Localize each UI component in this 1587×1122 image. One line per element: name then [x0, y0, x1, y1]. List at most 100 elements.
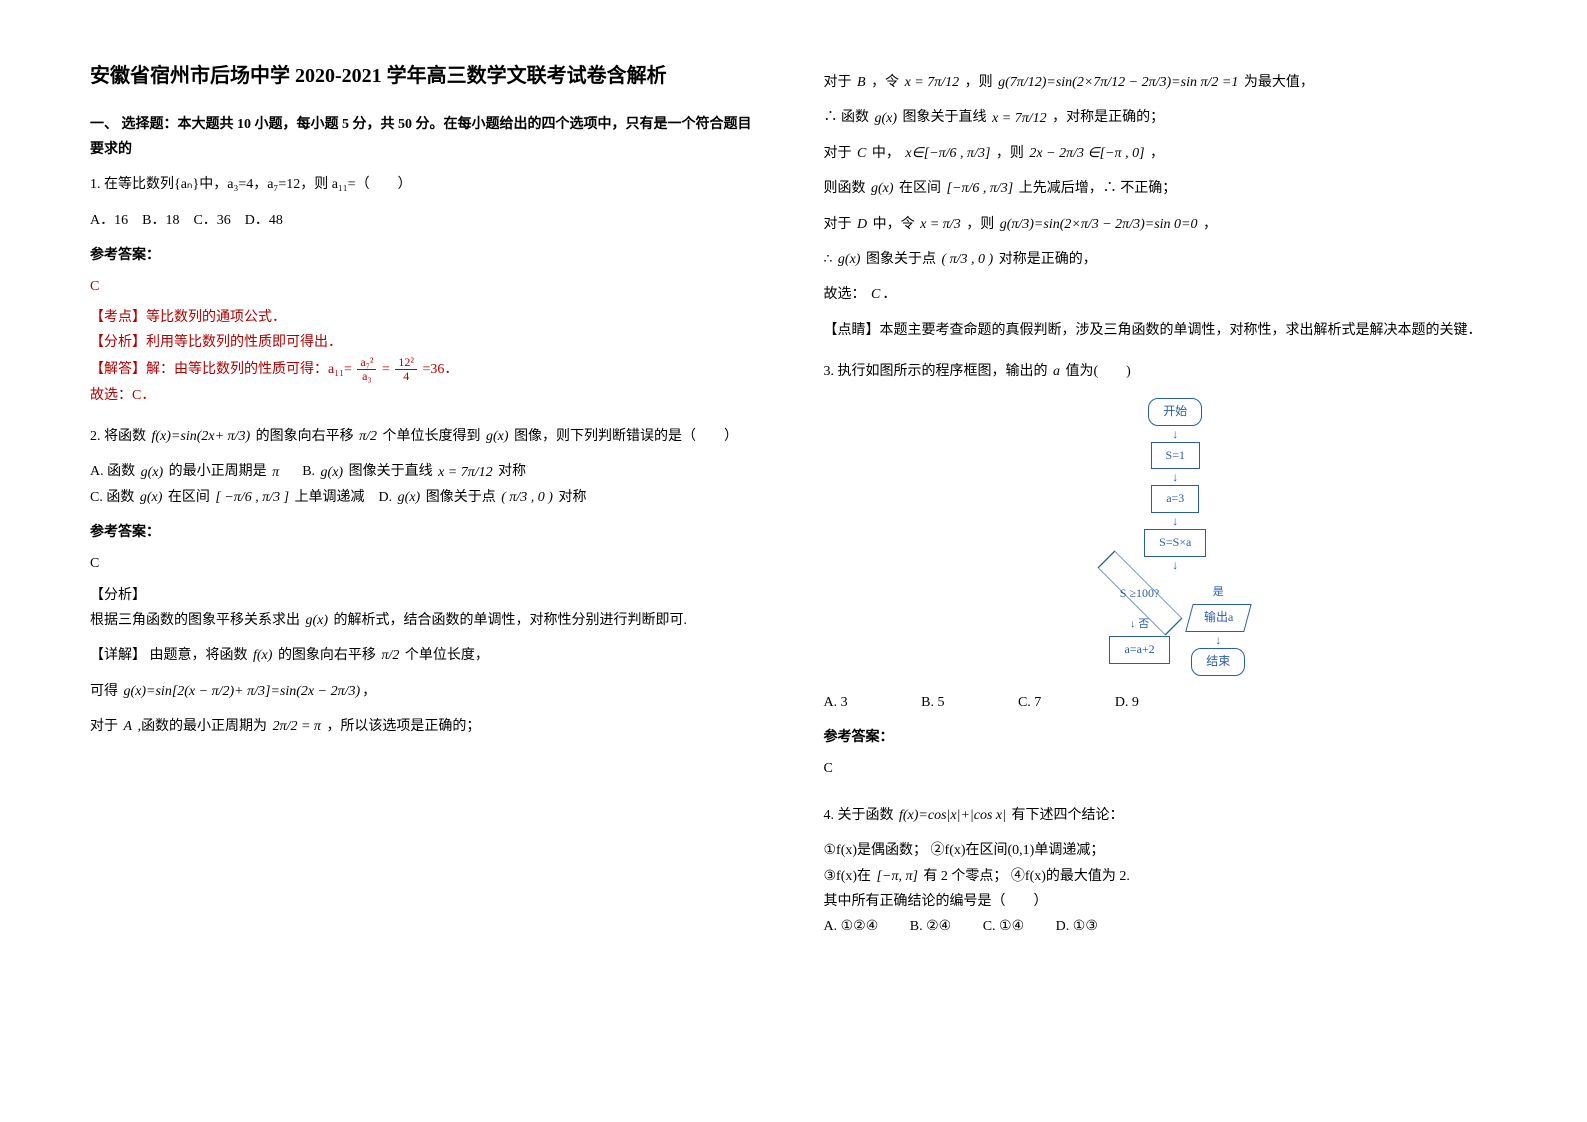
q1-fenxi: 【分析】利用等比数列的性质即可得出．: [90, 330, 764, 355]
cond-text: S ≥100?: [1103, 573, 1177, 613]
for-text: 中，令: [873, 217, 915, 232]
letter-d: D: [855, 212, 869, 237]
x-val: x = 7π/12: [903, 70, 962, 95]
arrow-down-icon: ↓: [1215, 634, 1221, 646]
q2-for-c-so: 则函数 g(x) 在区间 [−π/6 , π/3] 上先减后增，∴ 不正确；: [824, 176, 1498, 201]
q3-options: A. 3 B. 5 C. 7 D. 9: [824, 690, 1498, 715]
q4-text: 有下述四个结论：: [1011, 808, 1123, 823]
so-text: 图象关于点: [866, 252, 936, 267]
q1-answer-label: 参考答案：: [90, 243, 764, 268]
q2-for-d-so: ∴ g(x) 图象关于点 ( π/3 , 0 ) 对称是正确的，: [824, 247, 1498, 272]
opt-d: D. 9: [1115, 690, 1139, 715]
q2-text: 个单位长度得到: [383, 429, 481, 444]
for-text: 对于: [90, 719, 118, 734]
opt-a: A. ①②④: [824, 914, 879, 939]
q4-text: ③f(x)在: [824, 869, 872, 884]
q4-fx: f(x)=cos|x|+|cos x|: [897, 803, 1008, 828]
q2-gx: g(x): [484, 424, 511, 449]
so-text: ∴ 函数: [824, 110, 870, 125]
q2-for-b: 对于 B ，令 x = 7π/12 ，则 g(7π/12)=sin(2×7π/1…: [824, 70, 1498, 95]
fenxi-label: 【分析】: [90, 335, 146, 350]
for-text: 为最大值，: [1244, 75, 1314, 90]
x-val: x = 7π/12: [436, 460, 495, 485]
q4-text: 有 2 个零点； ④f(x)的最大值为 2.: [923, 869, 1130, 884]
frac-den: 4: [395, 370, 417, 383]
tx-in: 2x − 2π/3 ∈[−π , 0]: [1027, 141, 1146, 166]
fenxi-text: 利用等比数列的性质即可得出．: [146, 335, 342, 350]
letter-c: C: [869, 282, 882, 307]
fx-text: 的解析式，结合函数的单调性，对称性分别进行判断即可.: [334, 613, 688, 628]
q4-ask: 其中所有正确结论的编号是（ ）: [824, 889, 1498, 914]
point: ( π/3 , 0 ): [499, 485, 555, 510]
frac-den: a₃: [357, 370, 376, 383]
q3-answer: C: [824, 756, 1498, 781]
period: π: [270, 460, 281, 485]
flow-output: 输出a: [1185, 604, 1252, 632]
q2-option-a: A. 函数 g(x) 的最小正周期是 π B. g(x) 图像关于直线 x = …: [90, 459, 764, 484]
q1-stem: 1. 在等比数列{aₙ}中，a₃=4，a₇=12，则 a₁₁=（ ）: [90, 172, 764, 197]
q4-options: A. ①②④ B. ②④ C. ①④ D. ①③: [824, 914, 1498, 939]
gx: g(x): [869, 176, 896, 201]
letter-a: A: [122, 714, 135, 739]
q2-text: 的图象向右平移: [256, 429, 354, 444]
q1-answer: C: [90, 274, 764, 299]
g-eq: g(7π/12)=sin(2×7π/12 − 2π/3)=sin π/2 =1: [996, 70, 1240, 95]
x-val: x = π/3: [918, 212, 963, 237]
opt-d: D. ①③: [1056, 914, 1098, 939]
for-text: ，则: [996, 146, 1024, 161]
opt-text: A. 函数: [90, 464, 135, 479]
q2-dianjing: 【点睛】本题主要考查命题的真假判断，涉及三角函数的单调性，对称性，求出解析式是解…: [824, 318, 1498, 343]
q2-for-b-so: ∴ 函数 g(x) 图象关于直线 x = 7π/12 ，对称是正确的；: [824, 105, 1498, 130]
jieda-post: =36．: [423, 361, 459, 376]
flow-init-s: S=1: [1151, 442, 1200, 470]
opt-text: 图像关于直线: [349, 464, 433, 479]
for-text: ,函数的最小正周期为: [138, 719, 268, 734]
kaodian-label: 【考点】: [90, 310, 146, 325]
opt-b: B. ②④: [910, 914, 951, 939]
flow-branch: S ≥100? ↓ 否 a=a+2 是 输出a ↓ 结束: [1103, 573, 1248, 676]
gx: g(x): [139, 460, 166, 485]
flow-no-label: ↓ 否: [1130, 615, 1149, 635]
q4-line1: ①f(x)是偶函数； ②f(x)在区间(0,1)单调递减；: [824, 838, 1498, 863]
frac-num: 12²: [395, 356, 417, 370]
no-text: 否: [1138, 618, 1149, 630]
q4-stem: 4. 关于函数 f(x)=cos|x|+|cos x| 有下述四个结论：: [824, 803, 1498, 828]
interval: [−π, π]: [875, 864, 920, 889]
q4-line2: ③f(x)在 [−π, π] 有 2 个零点； ④f(x)的最大值为 2.: [824, 864, 1498, 889]
frac-num: a₇²: [357, 356, 376, 370]
gx: g(x): [836, 247, 863, 272]
for-text: ，则: [966, 217, 994, 232]
flow-start: 开始: [1148, 398, 1202, 426]
so-text: 图象关于直线: [903, 110, 987, 125]
for-text: 中，: [872, 146, 900, 161]
jieda-frac2: 12² 4: [393, 356, 419, 383]
q2-for-c: 对于 C 中， x∈[−π/6 , π/3] ，则 2x − 2π/3 ∈[−π…: [824, 141, 1498, 166]
opt-text: 对称: [558, 490, 586, 505]
a-var: a: [1051, 359, 1062, 384]
gx: g(x): [319, 460, 346, 485]
q1-options: A．16 B．18 C．36 D．48: [90, 208, 764, 233]
kaodian-text: 等比数列的通项公式．: [146, 310, 286, 325]
q1-conclusion: 故选：C．: [90, 383, 764, 408]
arrow-down-icon: ↓: [1172, 471, 1178, 483]
opt-b: B. 5: [921, 690, 944, 715]
arrow-down-icon: ↓: [1172, 428, 1178, 440]
q2-fenxi-label: 【分析】: [90, 583, 764, 608]
q3-text: 3. 执行如图所示的程序框图，输出的: [824, 364, 1048, 379]
xj-text: 个单位长度，: [405, 648, 489, 663]
q2-option-c: C. 函数 g(x) 在区间 [ −π/6 , π/3 ] 上单调递减 D. g…: [90, 485, 764, 510]
opt-text: 对称: [498, 464, 526, 479]
opt-c: C. ①④: [983, 914, 1024, 939]
flow-end: 结束: [1191, 648, 1245, 676]
so-text: 上先减后增，∴ 不正确；: [1019, 181, 1177, 196]
q2-xiangjie: 【详解】 由题意，将函数 f(x) 的图象向右平移 π/2 个单位长度，: [90, 643, 764, 668]
flow-condition: S ≥100?: [1103, 573, 1177, 613]
q2-answer: C: [90, 551, 764, 576]
point: ( π/3 , 0 ): [939, 247, 995, 272]
gx: g(x): [396, 485, 423, 510]
for-text: ，: [1203, 217, 1217, 232]
q2-text: 2. 将函数: [90, 429, 146, 444]
opt-text: 的最小正周期是: [169, 464, 267, 479]
opt-a: A. 3: [824, 690, 848, 715]
q2-answer-label: 参考答案：: [90, 520, 764, 545]
